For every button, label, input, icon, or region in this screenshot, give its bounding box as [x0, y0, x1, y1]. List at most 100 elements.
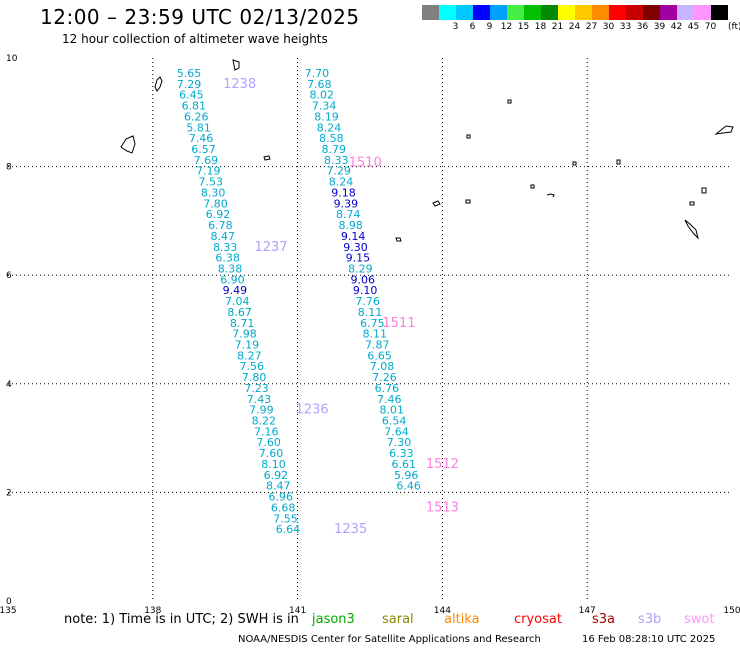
wave-height-value: 7.30	[387, 436, 412, 449]
legend-swatch	[558, 5, 575, 20]
wave-height-value: 7.29	[177, 78, 202, 91]
legend-label: 15	[517, 22, 530, 32]
wave-height-value: 6.45	[179, 89, 204, 102]
lat-tick-label: 8	[6, 163, 12, 173]
footnote: note: 1) Time is in UTC; 2) SWH is in ja…	[0, 612, 740, 632]
island-outline	[530, 184, 535, 189]
wave-height-value: 6.65	[367, 349, 392, 362]
credit-line: NOAA/NESDIS Center for Satellite Applica…	[238, 634, 541, 645]
wave-height-value: 7.19	[235, 339, 260, 352]
wave-height-value: 7.04	[225, 295, 250, 308]
wave-height-value: 8.98	[338, 219, 363, 232]
legend-swatch	[660, 5, 677, 20]
lat-tick-label: 6	[6, 271, 12, 281]
satellite-legend-item: s3b	[638, 612, 662, 627]
legend-swatch	[541, 5, 558, 20]
page-subtitle: 12 hour collection of altimeter wave hei…	[62, 32, 328, 46]
wave-height-value: 7.99	[249, 404, 274, 417]
legend-swatch	[677, 5, 694, 20]
wave-height-value: 7.34	[312, 100, 337, 113]
wave-height-value: 8.38	[218, 262, 243, 275]
pass-time-label: 1236	[296, 403, 329, 418]
legend-label: 12	[500, 22, 513, 32]
wave-height-value: 6.92	[264, 469, 289, 482]
pass-time-label: 1238	[223, 77, 256, 92]
wave-height-value: 6.38	[215, 252, 240, 265]
legend-label: 42	[670, 22, 683, 32]
wave-height-value: 7.70	[305, 67, 330, 80]
wave-height-value: 6.81	[182, 100, 207, 113]
legend-label: 39	[653, 22, 666, 32]
wave-height-value: 7.55	[273, 512, 298, 525]
pass-time-label: 1513	[426, 500, 459, 515]
wave-height-value: 6.90	[220, 273, 245, 286]
wave-height-value: 9.15	[346, 252, 371, 265]
wave-height-value: 9.06	[351, 273, 376, 286]
pass-time-label: 1510	[349, 156, 382, 171]
satellite-legend-item: swot	[684, 612, 715, 627]
island-outline	[616, 159, 621, 165]
wave-height-value: 8.33	[324, 154, 349, 167]
legend-label: 27	[585, 22, 598, 32]
island-outline	[572, 161, 577, 166]
legend-swatch	[626, 5, 643, 20]
legend-label: 3	[452, 22, 459, 32]
wave-height-value: 7.29	[326, 165, 351, 178]
pass-time-label: 1235	[334, 522, 367, 537]
wave-height-value: 7.56	[239, 360, 264, 373]
wave-height-value: 9.18	[331, 186, 356, 199]
lat-tick-label: 10	[6, 54, 18, 64]
legend-label: 45	[687, 22, 700, 32]
island-outline	[120, 135, 136, 154]
wave-height-value: 6.76	[375, 382, 400, 395]
legend-label: 9	[486, 22, 493, 32]
island-outline	[232, 59, 240, 71]
wave-height-value: 6.68	[271, 501, 296, 514]
lon-tick-label: 138	[144, 606, 161, 616]
legend-swatch	[456, 5, 473, 20]
wave-height-value: 5.65	[177, 67, 202, 80]
legend-swatch	[575, 5, 592, 20]
wave-height-value: 8.74	[336, 208, 361, 221]
legend-swatch	[711, 5, 728, 20]
wave-height-value: 6.75	[360, 317, 385, 330]
legend-swatch	[643, 5, 660, 20]
wave-height-value: 6.61	[392, 458, 417, 471]
pass-time-label: 1511	[382, 316, 415, 331]
wave-height-value: 7.60	[259, 447, 284, 460]
island-outline	[684, 219, 699, 240]
wave-height-value: 8.71	[230, 317, 255, 330]
wave-height-value: 7.98	[232, 328, 257, 341]
wave-height-value: 7.08	[370, 360, 395, 373]
legend-swatch	[524, 5, 541, 20]
wave-height-value: 7.43	[247, 393, 272, 406]
wave-height-value: 5.96	[394, 469, 419, 482]
legend-label: 24	[568, 22, 581, 32]
wave-height-value: 8.01	[379, 404, 404, 417]
wave-height-value: 8.11	[358, 306, 383, 319]
lon-tick-label: 135	[0, 606, 17, 616]
wave-height-value: 8.24	[329, 176, 354, 189]
island-outline	[546, 193, 555, 198]
island-outline	[154, 76, 163, 92]
wave-height-value: 7.46	[377, 393, 402, 406]
wave-height-value: 6.46	[396, 480, 421, 493]
lon-tick-label: 147	[579, 606, 596, 616]
wave-height-value: 9.10	[353, 284, 378, 297]
note-text: note: 1) Time is in UTC; 2) SWH is in	[64, 612, 299, 627]
island-outline	[507, 99, 512, 104]
legend-label: 30	[602, 22, 615, 32]
island-outline	[263, 155, 271, 161]
lat-tick-label: 2	[6, 488, 12, 498]
wave-height-value: 7.60	[256, 436, 281, 449]
lat-tick-label: 0	[6, 597, 12, 607]
wave-height-value: 6.96	[268, 491, 293, 504]
lat-lon-grid	[8, 58, 732, 601]
legend-label: 6	[469, 22, 476, 32]
satellite-legend-item: s3a	[592, 612, 616, 627]
legend-swatch	[592, 5, 609, 20]
wave-height-value: 8.30	[201, 186, 226, 199]
wave-height-value: 7.80	[203, 197, 228, 210]
lon-tick-label: 150	[723, 606, 740, 616]
wave-height-value: 7.23	[244, 382, 269, 395]
